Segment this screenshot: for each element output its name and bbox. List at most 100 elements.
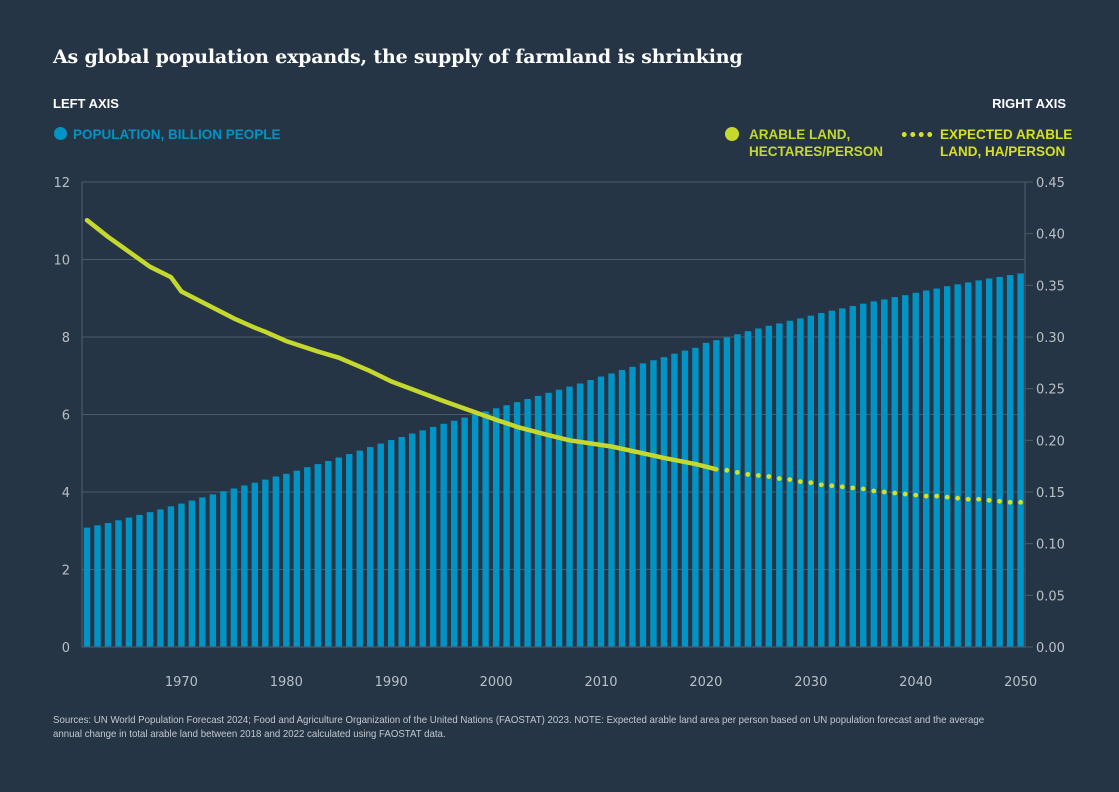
expected-arable-dot [787,477,793,482]
population-bar [881,299,888,647]
population-bar [461,417,468,647]
arable-legend-dot-icon [725,127,739,141]
population-bar [188,500,196,647]
legend-expected: EXPECTED ARABLE LAND, HA/PERSON [900,126,1072,160]
population-bar [83,527,91,647]
expected-arable-dot [934,493,940,499]
right-axis-heading: RIGHT AXIS [992,96,1066,111]
population-bar [860,303,867,647]
population-bar [199,497,206,647]
population-bar [471,414,479,647]
population-bar [388,440,395,647]
left-tick-label: 2 [62,564,70,579]
expected-arable-dot [892,490,898,496]
population-bar [104,523,112,647]
population-bar [335,457,342,647]
population-bar [1017,273,1024,647]
population-bar [870,301,877,647]
population-bar [94,525,101,647]
expected-arable-dot [1018,499,1024,505]
expected-arable-dot [881,489,887,495]
x-tick-label: 2000 [480,675,513,690]
population-bar [524,399,531,647]
population-bar [923,290,930,647]
expected-arable-dot [766,474,772,479]
population-bar [283,473,290,647]
right-tick-label: 0.25 [1036,383,1065,398]
population-bar [587,380,594,647]
population-bar [723,337,731,647]
expected-arable-dot [797,479,803,485]
legend-expected-line1: EXPECTED ARABLE [940,127,1073,142]
population-bar [398,436,405,647]
population-bar [209,494,217,647]
population-bar [555,389,563,647]
population-bar [933,288,940,647]
expected-arable-dot [976,496,982,502]
right-tick-label: 0.05 [1036,589,1065,604]
population-bar [503,405,510,647]
population-bar [304,467,311,647]
population-bar [566,386,573,647]
population-bar [167,506,175,647]
population-bar [157,509,164,647]
population-bar [597,376,605,647]
population-bar [902,295,909,647]
x-tick-label: 2020 [689,675,722,690]
expected-arable-dot [965,496,971,502]
x-tick-label: 2050 [1004,675,1037,690]
expected-arable-dot [850,485,856,491]
population-bar [440,423,447,647]
population-bar [178,503,185,647]
population-bar [367,447,374,647]
left-tick-label: 0 [62,641,70,656]
source-note: Sources: UN World Population Forecast 20… [53,714,985,740]
expected-arable-dot [997,498,1003,504]
population-bar [230,488,238,647]
population-bar [828,310,835,647]
expected-arable-dot [860,486,866,492]
right-tick-label: 0.20 [1036,434,1065,449]
legend-population: POPULATION, BILLION PEOPLE [54,126,281,143]
population-bar [618,369,626,647]
left-tick-label: 6 [62,409,70,424]
population-bar [839,308,846,647]
expected-arable-dot [955,495,961,501]
left-tick-label: 12 [53,176,70,191]
legend-arable-line1: ARABLE LAND, [749,127,851,142]
population-bar [692,347,699,647]
population-bar [356,450,363,647]
population-bar [608,373,615,647]
x-tick-label: 2010 [584,675,617,690]
right-tick-label: 0.35 [1036,279,1065,294]
population-bar [115,520,122,647]
population-bar [429,426,437,647]
population-bar [576,383,584,647]
population-bar [325,461,332,647]
left-tick-label: 8 [62,331,70,346]
population-bar [482,411,489,647]
chart-title: As global population expands, the supply… [53,46,743,68]
population-bar [912,292,919,647]
population-bar [975,280,982,647]
expected-arable-dot [944,494,950,500]
population-bar [650,360,657,647]
right-tick-label: 0.00 [1036,641,1065,656]
population-bar [377,443,384,647]
population-bar [954,284,961,647]
population-bar [450,420,458,647]
population-bar [314,464,321,647]
population-legend-dot-icon [54,127,67,140]
population-bar [891,297,898,647]
population-bar [220,491,227,647]
expected-arable-dot [724,467,730,473]
legend-expected-line2: LAND, HA/PERSON [940,144,1066,159]
population-bar [985,278,993,647]
expected-arable-dot [755,473,761,478]
population-bar [262,479,269,647]
population-bar [408,433,416,647]
x-tick-label: 1990 [375,675,408,690]
population-bar [818,312,825,647]
population-bar [660,357,668,647]
